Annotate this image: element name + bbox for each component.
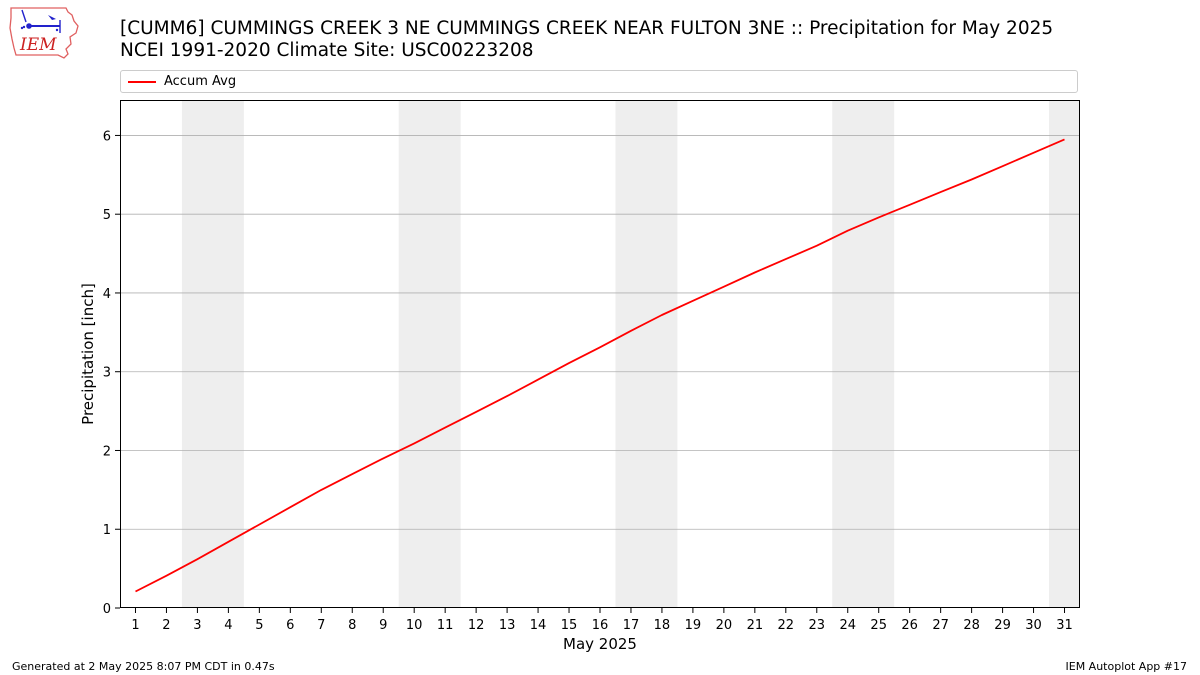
y-tick-label-0: 0 (103, 602, 111, 617)
weekend-band-4 (832, 100, 895, 608)
legend: Accum Avg (120, 70, 1078, 93)
x-tick-label-17: 17 (623, 618, 640, 633)
y-tick-label-1: 1 (103, 523, 111, 538)
x-tick-label-6: 6 (286, 618, 294, 633)
weekend-band-1 (181, 100, 244, 608)
y-axis-label: Precipitation [inch] (79, 283, 97, 425)
x-tick-label-3: 3 (193, 618, 201, 633)
iem-logo: IEM (9, 7, 79, 59)
x-tick-label-26: 26 (901, 618, 918, 633)
x-tick-label-20: 20 (716, 618, 733, 633)
x-tick-label-31: 31 (1056, 618, 1073, 633)
x-tick-label-14: 14 (530, 618, 547, 633)
x-tick-label-7: 7 (317, 618, 325, 633)
x-tick-label-8: 8 (348, 618, 356, 633)
x-tick-label-10: 10 (406, 618, 423, 633)
weather-station-icon (20, 9, 61, 33)
y-tick-label-2: 2 (103, 444, 111, 459)
x-tick-label-28: 28 (963, 618, 980, 633)
plot-frame (120, 100, 1080, 608)
weekend-band-2 (398, 100, 461, 608)
x-tick-label-18: 18 (654, 618, 671, 633)
title-line-1: [CUMM6] CUMMINGS CREEK 3 NE CUMMINGS CRE… (120, 18, 1054, 39)
x-tick-label-4: 4 (224, 618, 232, 633)
y-gridlines (120, 135, 1080, 530)
y-tick-label-5: 5 (103, 208, 111, 223)
x-tick-label-1: 1 (131, 618, 139, 633)
y-tick-label-6: 6 (103, 129, 111, 144)
x-tick-label-5: 5 (255, 618, 263, 633)
y-tick-label-4: 4 (103, 287, 111, 302)
x-tick-label-19: 19 (685, 618, 702, 633)
title-line-2: NCEI 1991-2020 Climate Site: USC00223208 (120, 40, 534, 61)
x-tick-label-22: 22 (778, 618, 795, 633)
logo-text: IEM (19, 35, 57, 55)
footer-app-id: IEM Autoplot App #17 (1065, 660, 1188, 673)
x-tick-label-30: 30 (1025, 618, 1042, 633)
footer-generated: Generated at 2 May 2025 8:07 PM CDT in 0… (12, 660, 275, 673)
x-tick-label-13: 13 (499, 618, 516, 633)
x-tick-label-12: 12 (468, 618, 485, 633)
weekend-band-3 (615, 100, 678, 608)
x-tick-label-9: 9 (379, 618, 387, 633)
weekend-band-5 (1049, 100, 1080, 608)
series-line-accum-avg (135, 138, 1065, 593)
legend-label-accum-avg: Accum Avg (164, 74, 237, 89)
x-tick-label-29: 29 (994, 618, 1011, 633)
x-axis-ticks: 1 2 3 4 5 6 7 8 9 10 11 12 13 14 15 16 17 18 19 20 21 22 23 24 2… (131, 608, 1073, 633)
x-tick-label-21: 21 (747, 618, 764, 633)
series-layer (135, 138, 1065, 593)
chart-title: [CUMM6] CUMMINGS CREEK 3 NE CUMMINGS CRE… (120, 18, 1053, 62)
weekend-shading (181, 100, 1080, 608)
x-tick-label-2: 2 (162, 618, 170, 633)
iowa-outline-shape (9, 7, 79, 59)
x-tick-label-23: 23 (809, 618, 826, 633)
x-tick-label-27: 27 (932, 618, 949, 633)
x-tick-label-11: 11 (437, 618, 454, 633)
x-tick-label-16: 16 (592, 618, 609, 633)
y-axis-ticks: 0 1 2 3 4 5 6 (103, 129, 120, 617)
y-tick-label-3: 3 (103, 366, 111, 381)
legend-swatch-accum-avg (128, 81, 156, 83)
x-tick-label-15: 15 (561, 618, 578, 633)
x-tick-label-25: 25 (870, 618, 887, 633)
x-tick-label-24: 24 (839, 618, 856, 633)
x-axis-label: May 2025 (563, 635, 637, 653)
